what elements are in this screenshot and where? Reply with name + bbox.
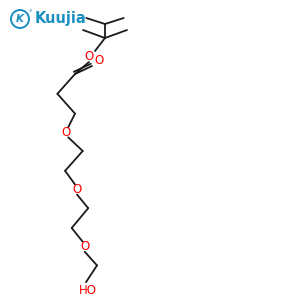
Text: O: O [94, 53, 103, 67]
Text: O: O [61, 126, 71, 139]
Text: °: ° [28, 10, 32, 16]
Text: K: K [16, 14, 24, 24]
Text: O: O [84, 50, 94, 62]
Text: O: O [72, 183, 82, 196]
Text: Kuujia: Kuujia [34, 11, 86, 26]
Text: HO: HO [79, 284, 97, 297]
Text: O: O [80, 240, 89, 253]
